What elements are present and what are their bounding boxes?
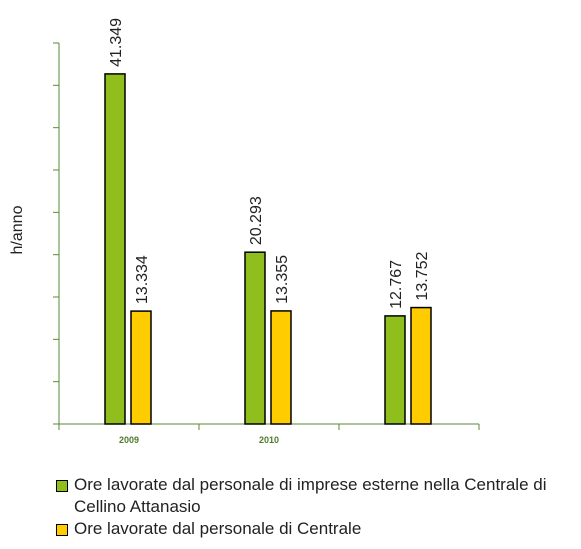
legend-item-internal: Ore lavorate dal personale di Centrale (56, 518, 576, 540)
bar (130, 310, 152, 425)
legend-label-internal: Ore lavorate dal personale di Centrale (74, 519, 362, 538)
bar (244, 251, 266, 425)
data-label: 20.293 (248, 196, 265, 245)
data-label: 13.355 (274, 255, 291, 304)
chart-canvas: h/anno 2009 2010 41.349 20.293 12.767 13.334 13… (9, 18, 480, 445)
legend-swatch-green (56, 480, 68, 492)
x-tick-label: 2010 (259, 435, 279, 445)
data-label: 13.334 (134, 255, 151, 304)
bar (384, 315, 406, 425)
data-label: 41.349 (108, 18, 125, 67)
legend: Ore lavorate dal personale di imprese es… (56, 474, 576, 540)
data-label: 12.767 (388, 260, 405, 309)
bar (410, 306, 432, 425)
legend-swatch-yellow (56, 524, 68, 536)
bar (104, 73, 126, 425)
legend-label-external: Ore lavorate dal personale di imprese es… (74, 475, 547, 516)
legend-item-external: Ore lavorate dal personale di imprese es… (56, 474, 576, 518)
bar (270, 310, 292, 425)
data-label: 13.752 (414, 252, 431, 301)
bar-chart: h/anno 2009 2010 41.349 20.293 12.767 13.334 13… (9, 18, 480, 445)
y-axis-label: h/anno (9, 205, 26, 254)
x-tick-label: 2009 (119, 435, 139, 445)
